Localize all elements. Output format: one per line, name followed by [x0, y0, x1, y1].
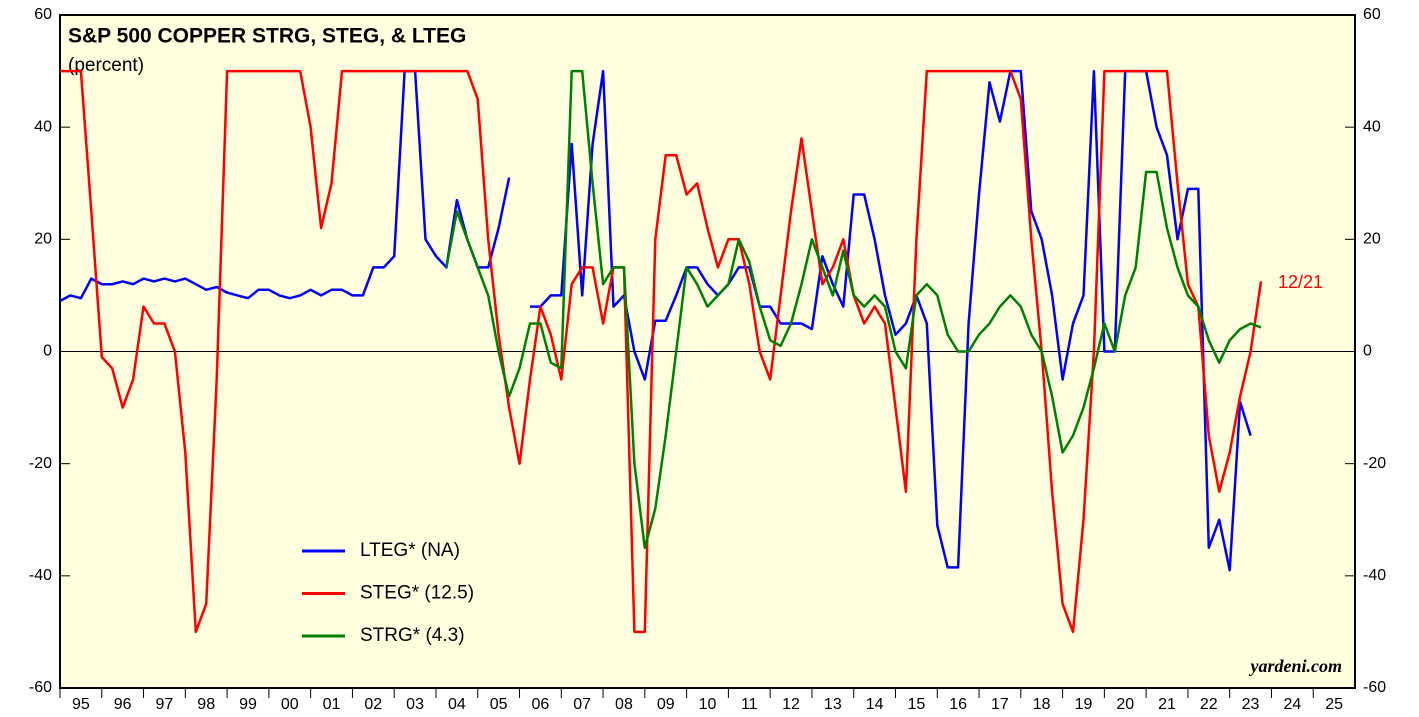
y-tick-label: 40	[34, 118, 52, 135]
y-tick-label: -60	[29, 679, 52, 696]
y2-tick-label: -20	[1363, 455, 1386, 472]
x-tick-label: 19	[1075, 696, 1093, 713]
legend-label: LTEG* (NA)	[360, 540, 460, 561]
x-tick-label: 21	[1158, 696, 1176, 713]
y2-tick-label: -40	[1363, 567, 1386, 584]
x-tick-label: 01	[323, 696, 341, 713]
x-tick-label: 17	[991, 696, 1009, 713]
x-tick-label: 12	[782, 696, 800, 713]
series-line	[445, 69, 1262, 550]
x-tick-label: 06	[532, 696, 550, 713]
y2-tick-label: -60	[1363, 679, 1386, 696]
x-tick-label: 13	[824, 696, 842, 713]
legend-label: STEG* (12.5)	[360, 583, 474, 604]
x-tick-label: 15	[907, 696, 925, 713]
x-tick-label: 22	[1200, 696, 1218, 713]
x-tick-label: 97	[156, 696, 174, 713]
y-tick-label: -20	[29, 455, 52, 472]
x-tick-label: 03	[406, 696, 424, 713]
x-tick-label: 02	[364, 696, 382, 713]
x-tick-label: 18	[1033, 696, 1051, 713]
chart-title: S&P 500 COPPER STRG, STEG, & LTEG	[68, 25, 466, 48]
x-tick-label: 00	[281, 696, 299, 713]
x-tick-label: 05	[490, 696, 508, 713]
x-tick-label: 14	[866, 696, 884, 713]
x-tick-label: 09	[657, 696, 675, 713]
x-tick-label: 99	[239, 696, 257, 713]
x-tick-label: 24	[1283, 696, 1301, 713]
x-tick-label: 20	[1116, 696, 1134, 713]
source: yardeni.com	[1249, 656, 1343, 676]
x-tick-label: 23	[1242, 696, 1260, 713]
y-tick-label: 60	[34, 6, 52, 23]
y-tick-label: -40	[29, 567, 52, 584]
x-tick-label: 16	[949, 696, 967, 713]
y2-tick-label: 60	[1363, 6, 1381, 23]
legend-label: STRG* (4.3)	[360, 625, 465, 646]
x-tick-label: 10	[699, 696, 717, 713]
y2-tick-label: 40	[1363, 118, 1381, 135]
y2-tick-label: 0	[1363, 343, 1372, 360]
annotation: 12/21	[1278, 272, 1323, 292]
series-lines	[59, 69, 1263, 634]
x-tick-label: 25	[1325, 696, 1343, 713]
y-tick-label: 20	[34, 231, 52, 248]
chart-subtitle: (percent)	[68, 55, 144, 76]
x-tick-label: 07	[573, 696, 591, 713]
x-tick-label: 96	[114, 696, 132, 713]
x-tick-label: 95	[72, 696, 90, 713]
x-tick-label: 04	[448, 696, 466, 713]
x-tick-label: 08	[615, 696, 633, 713]
x-tick-label: 98	[197, 696, 215, 713]
y2-tick-label: 20	[1363, 231, 1381, 248]
y-tick-label: 0	[43, 343, 52, 360]
series-line	[60, 69, 1263, 634]
x-tick-label: 11	[741, 696, 758, 713]
